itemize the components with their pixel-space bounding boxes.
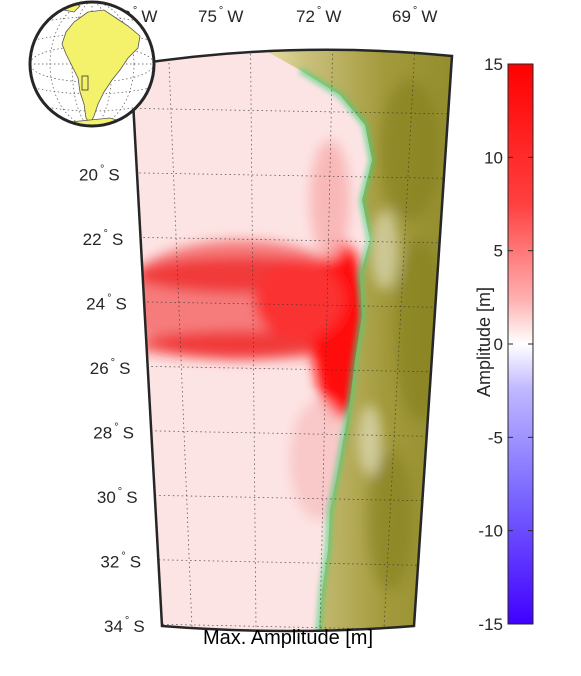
coastal-lowland — [298, 67, 375, 631]
tsunami-amplitude-plume — [131, 140, 368, 520]
latitude-label: 34 ° S — [104, 615, 145, 636]
colorbar-tick-label: -15 — [478, 615, 503, 634]
globe-outline — [28, 0, 156, 128]
figure-title: Max. Amplitude [m] — [203, 627, 373, 649]
colorbar-label: Amplitude [m] — [474, 287, 494, 397]
colorbar-tick-label: -5 — [488, 428, 503, 447]
graticule — [131, 49, 452, 631]
latitude-label: 32 ° S — [100, 551, 141, 572]
parallel-line — [137, 430, 442, 437]
parallel-line — [145, 559, 432, 566]
study-region-marker — [81, 75, 89, 91]
longitude-label: 69 ° W — [392, 5, 437, 26]
latitude-label: 22 ° S — [83, 228, 124, 249]
latitude-label: 28 ° S — [93, 422, 134, 443]
colorbar: 15 10 5 0 -5 -10 -15 Amplitude [m] — [474, 55, 534, 634]
longitude-label: 75 ° W — [198, 5, 243, 26]
parallel-line — [131, 236, 452, 244]
colorbar-tick-label: 10 — [484, 148, 503, 167]
latitude-label: 24 ° S — [86, 293, 127, 314]
longitude-labels: 78°W75°W72°W69°W — [112, 5, 437, 26]
colorbar-tick-label: 0 — [494, 335, 503, 354]
colorbar-tick-label: 5 — [494, 242, 503, 261]
latitude-label: 20 ° S — [79, 164, 120, 185]
colorbar-tick-label: -10 — [478, 522, 503, 541]
highland-shading — [358, 80, 445, 590]
latitude-label: 26 ° S — [90, 357, 131, 378]
colorbar-ticks: 15 10 5 0 -5 -10 -15 — [478, 55, 533, 634]
longitude-label: 72 ° W — [296, 5, 341, 26]
latitude-labels: 18°S20°S22°S24°S26°S28°S30°S32°S34°S — [75, 99, 144, 636]
map-frame — [129, 48, 454, 633]
inset-globe — [28, 0, 156, 128]
map-panel — [129, 48, 454, 633]
colorbar-tick-label: 15 — [484, 55, 503, 74]
parallel-line — [149, 623, 427, 631]
south-america-landmass — [61, 9, 141, 125]
latitude-label: 30 ° S — [97, 486, 138, 507]
